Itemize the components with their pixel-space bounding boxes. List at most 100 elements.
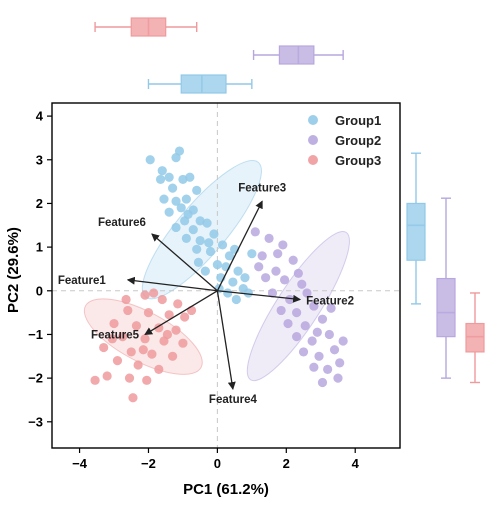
- group1-point: [174, 146, 185, 156]
- group3-point: [133, 360, 143, 370]
- group2-point: [302, 288, 312, 298]
- y-tick-label: −3: [28, 414, 43, 429]
- group2-point: [288, 255, 298, 265]
- group3-point: [126, 347, 136, 357]
- feature6-loading-label: Feature6: [98, 217, 146, 229]
- group3-point: [149, 288, 159, 298]
- group1-point: [193, 257, 204, 267]
- group3-point: [107, 334, 117, 344]
- group1-point: [176, 203, 186, 213]
- group1-point: [202, 218, 212, 228]
- group1-point: [233, 266, 243, 276]
- group3-point: [140, 290, 150, 300]
- feature1-loading-label: Feature1: [58, 275, 107, 287]
- group2-point: [254, 262, 264, 272]
- pc1-marginal-boxplots: [94, 17, 344, 94]
- group2-point: [326, 303, 336, 313]
- group3-point: [102, 371, 112, 381]
- y-tick-label: 2: [36, 196, 43, 211]
- group3-legend-marker: [308, 155, 318, 165]
- group2-point: [285, 294, 295, 305]
- group3-point: [167, 351, 178, 361]
- group3-point: [154, 364, 164, 374]
- group3-point: [131, 321, 142, 331]
- group1-point: [157, 166, 167, 176]
- group3-point: [140, 334, 150, 344]
- group2-point: [261, 273, 271, 283]
- group1-point: [247, 249, 257, 259]
- feature3-loading-label: Feature3: [238, 182, 286, 194]
- group2-point: [335, 358, 345, 368]
- group1-legend-label: Group1: [335, 113, 381, 128]
- group2-point: [312, 327, 322, 337]
- group3-point: [138, 345, 148, 355]
- group3-point: [124, 373, 135, 383]
- group3-legend-label: Group3: [335, 153, 381, 168]
- y-tick-label: 3: [36, 152, 43, 167]
- group2-legend-label: Group2: [335, 133, 381, 148]
- feature1-loading-arrow: [126, 276, 218, 292]
- feature2-loading-arrow: [217, 290, 302, 303]
- group2-point: [283, 318, 293, 329]
- group1-point: [212, 259, 222, 270]
- y-tick-label: 4: [36, 109, 44, 124]
- x-tick-label: 4: [352, 456, 360, 471]
- group2-point: [324, 329, 334, 340]
- feature5-loading-arrow: [144, 290, 218, 336]
- group2-point: [293, 268, 303, 278]
- group3-point: [142, 375, 152, 385]
- group2-point: [250, 227, 260, 237]
- feature5-loading-label: Feature5: [91, 329, 140, 341]
- group2-point: [317, 314, 328, 324]
- group1-point: [164, 207, 174, 217]
- group1-point: [167, 183, 178, 193]
- plot-frame: [51, 102, 401, 449]
- group2-point: [276, 305, 286, 316]
- group2-pc2-box-iqr: [436, 277, 456, 338]
- group3-point: [147, 349, 157, 359]
- group3-point: [171, 325, 181, 335]
- group1-point: [181, 194, 191, 204]
- group2-point: [309, 362, 319, 372]
- group3-point: [109, 318, 119, 329]
- group1-point: [231, 294, 241, 305]
- feature3-loading-arrow: [216, 200, 263, 292]
- group1-point: [183, 209, 193, 219]
- group3-point: [118, 332, 128, 342]
- group3-point: [112, 356, 123, 366]
- group3-point: [178, 338, 188, 348]
- x-tick-label: −4: [72, 456, 88, 471]
- group3-point: [173, 299, 183, 309]
- group1-point: [240, 273, 250, 283]
- y-tick-label: 1: [36, 240, 43, 255]
- group2-point: [279, 275, 290, 285]
- y-axis-label: PC2 (29.6%): [5, 227, 22, 313]
- group2-confidence-ellipse: [246, 230, 350, 382]
- group1-point: [195, 235, 205, 246]
- group1-pc1-box-iqr: [180, 74, 227, 94]
- group1-legend-marker: [308, 115, 318, 125]
- group2-point: [329, 345, 340, 355]
- group1-point: [192, 244, 202, 254]
- group3-point: [154, 323, 164, 333]
- feature4-loading-arrow: [216, 290, 236, 391]
- group2-point: [273, 249, 283, 259]
- feature2-loading-label: Feature2: [306, 296, 354, 308]
- axis-ticks: −4 −2 0 2 4 −3 −2 −1 0 1 2 3 4: [28, 109, 359, 471]
- group1-point: [188, 225, 198, 235]
- pc2-marginal-boxplots: [406, 152, 485, 384]
- group1-point: [243, 288, 253, 298]
- y-tick-label: −1: [28, 327, 43, 342]
- group1-point: [145, 155, 155, 165]
- group3-point: [186, 305, 197, 316]
- group2-point: [338, 336, 348, 346]
- group3-point: [90, 375, 100, 385]
- group3-point: [157, 294, 167, 305]
- group3-point: [162, 329, 173, 340]
- group1-point: [205, 246, 216, 257]
- group2-point: [323, 364, 333, 374]
- x-tick-label: 2: [283, 456, 290, 471]
- group3-point: [128, 393, 138, 403]
- group3-point: [143, 308, 154, 318]
